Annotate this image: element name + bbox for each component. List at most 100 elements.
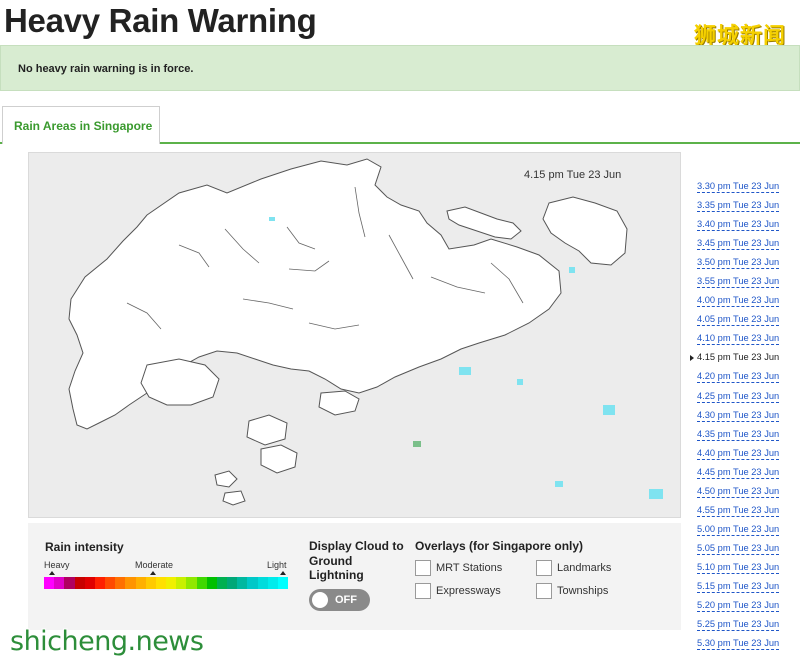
timeline-item[interactable]: 3.40 pm Tue 23 Jun — [684, 217, 800, 236]
timeline-item[interactable]: 5.20 pm Tue 23 Jun — [684, 598, 800, 617]
watermark-english: shicheng.news — [10, 626, 204, 657]
timeline-link[interactable]: 4.55 pm Tue 23 Jun — [697, 504, 780, 517]
rain-intensity-scale — [44, 577, 289, 589]
pulau-tekong — [542, 196, 628, 266]
rain-color-swatch — [196, 577, 207, 589]
checkbox[interactable] — [415, 583, 431, 599]
timeline-link[interactable]: 5.00 pm Tue 23 Jun — [697, 523, 780, 536]
rain-color-swatch — [74, 577, 85, 589]
timeline-item[interactable]: 4.55 pm Tue 23 Jun — [684, 503, 800, 522]
timeline-item[interactable]: 5.05 pm Tue 23 Jun — [684, 541, 800, 560]
timeline-item[interactable]: 4.10 pm Tue 23 Jun — [684, 331, 800, 350]
rain-color-swatch — [247, 577, 258, 589]
timeline-item[interactable]: 4.00 pm Tue 23 Jun — [684, 293, 800, 312]
timeline-item[interactable]: 4.20 pm Tue 23 Jun — [684, 369, 800, 388]
tab-label: Rain Areas in Singapore — [14, 119, 153, 133]
rain-color-swatch — [227, 577, 238, 589]
timeline-link[interactable]: 5.15 pm Tue 23 Jun — [697, 580, 780, 593]
rain-color-swatch — [176, 577, 187, 589]
timeline-link[interactable]: 4.40 pm Tue 23 Jun — [697, 447, 780, 460]
rain-light-marker — [280, 571, 286, 575]
western-island-4 — [214, 470, 238, 488]
overlay-label: Expressways — [436, 585, 501, 597]
rain-color-swatch — [145, 577, 156, 589]
rain-color-swatch — [135, 577, 146, 589]
rain-color-swatch — [206, 577, 217, 589]
timeline-list: 3.30 pm Tue 23 Jun 3.35 pm Tue 23 Jun 3.40… — [684, 179, 800, 655]
timeline-link[interactable]: 4.15 pm Tue 23 Jun — [697, 352, 780, 363]
timeline-item[interactable]: 5.10 pm Tue 23 Jun — [684, 560, 800, 579]
rain-color-swatch — [155, 577, 167, 589]
timeline-link[interactable]: 3.50 pm Tue 23 Jun — [697, 257, 780, 270]
overlays-title: Overlays (for Singapore only) — [415, 539, 584, 553]
rain-color-swatch — [44, 577, 55, 589]
timeline-link[interactable]: 4.25 pm Tue 23 Jun — [697, 390, 780, 403]
checkbox[interactable] — [536, 560, 552, 576]
rain-intensity-title: Rain intensity — [45, 540, 124, 554]
timeline-item[interactable]: 3.30 pm Tue 23 Jun — [684, 179, 800, 198]
rain-color-swatch — [84, 577, 95, 589]
timeline-item[interactable]: 4.05 pm Tue 23 Jun — [684, 312, 800, 331]
timeline-item[interactable]: 4.35 pm Tue 23 Jun — [684, 427, 800, 446]
checkbox[interactable] — [415, 560, 431, 576]
toggle-knob — [312, 592, 328, 608]
rain-map[interactable]: 4.15 pm Tue 23 Jun — [28, 152, 681, 518]
timeline-link[interactable]: 3.40 pm Tue 23 Jun — [697, 219, 780, 232]
timeline-link[interactable]: 4.05 pm Tue 23 Jun — [697, 314, 780, 327]
timeline-link[interactable]: 3.30 pm Tue 23 Jun — [697, 181, 780, 193]
western-island-3 — [260, 444, 298, 474]
map-timestamp: 4.15 pm Tue 23 Jun — [524, 169, 622, 181]
timeline-link[interactable]: 4.30 pm Tue 23 Jun — [697, 409, 780, 422]
overlay-label: Townships — [557, 585, 609, 597]
timeline-link[interactable]: 5.30 pm Tue 23 Jun — [697, 638, 780, 651]
pulau-ubin — [446, 206, 522, 240]
timeline-item[interactable]: 5.30 pm Tue 23 Jun — [684, 636, 800, 655]
timeline-item[interactable]: 4.30 pm Tue 23 Jun — [684, 408, 800, 427]
timeline-item[interactable]: 3.45 pm Tue 23 Jun — [684, 236, 800, 255]
timeline-item[interactable]: 3.35 pm Tue 23 Jun — [684, 198, 800, 217]
timeline-item[interactable]: 4.15 pm Tue 23 Jun — [684, 350, 800, 369]
overlay-label: Landmarks — [557, 562, 612, 574]
rain-color-swatch — [186, 577, 197, 589]
timeline-item[interactable]: 5.25 pm Tue 23 Jun — [684, 617, 800, 636]
timeline-item[interactable]: 3.55 pm Tue 23 Jun — [684, 274, 800, 293]
sentosa — [318, 390, 360, 416]
timeline-link[interactable]: 4.10 pm Tue 23 Jun — [697, 333, 780, 346]
western-island-5 — [222, 490, 246, 506]
timeline-item[interactable]: 4.45 pm Tue 23 Jun — [684, 465, 800, 484]
tab-rain-areas[interactable]: Rain Areas in Singapore — [2, 106, 160, 144]
rain-color-swatch — [277, 577, 289, 589]
western-island-2 — [246, 414, 288, 446]
checkbox[interactable] — [536, 583, 552, 599]
timeline-link[interactable]: 3.45 pm Tue 23 Jun — [697, 238, 780, 251]
timeline-item[interactable]: 4.40 pm Tue 23 Jun — [684, 446, 800, 465]
rain-echoes-green — [413, 441, 421, 447]
timeline-link[interactable]: 4.35 pm Tue 23 Jun — [697, 428, 780, 441]
timeline-link[interactable]: 3.55 pm Tue 23 Jun — [697, 276, 780, 289]
timeline-item[interactable]: 4.25 pm Tue 23 Jun — [684, 389, 800, 408]
watermark-chinese: 狮城新闻 — [693, 24, 786, 49]
rain-color-swatch — [257, 577, 268, 589]
singapore-map — [68, 158, 663, 506]
timeline-link[interactable]: 5.20 pm Tue 23 Jun — [697, 600, 780, 613]
timeline-item[interactable]: 4.50 pm Tue 23 Jun — [684, 484, 800, 503]
lightning-toggle[interactable]: OFF — [309, 589, 370, 611]
timeline-item[interactable]: 5.15 pm Tue 23 Jun — [684, 579, 800, 598]
timeline-link[interactable]: 5.10 pm Tue 23 Jun — [697, 561, 780, 574]
rain-color-swatch — [105, 577, 116, 589]
page-title: Heavy Rain Warning — [4, 2, 317, 39]
timeline-item[interactable]: 3.50 pm Tue 23 Jun — [684, 255, 800, 274]
singapore-island — [68, 158, 562, 430]
rain-heavy-marker — [49, 571, 55, 575]
timeline-link[interactable]: 4.00 pm Tue 23 Jun — [697, 295, 780, 308]
timeline-link[interactable]: 4.45 pm Tue 23 Jun — [697, 466, 780, 479]
timeline-link[interactable]: 3.35 pm Tue 23 Jun — [697, 200, 780, 213]
timeline-link[interactable]: 4.50 pm Tue 23 Jun — [697, 485, 780, 498]
rain-moderate-label: Moderate — [135, 560, 174, 570]
timeline-link[interactable]: 4.20 pm Tue 23 Jun — [697, 371, 780, 384]
timeline-item[interactable]: 5.00 pm Tue 23 Jun — [684, 522, 800, 541]
timeline-link[interactable]: 5.25 pm Tue 23 Jun — [697, 619, 780, 632]
rain-color-swatch — [166, 577, 177, 589]
timeline-link[interactable]: 5.05 pm Tue 23 Jun — [697, 542, 780, 555]
map-rivers — [126, 186, 524, 330]
